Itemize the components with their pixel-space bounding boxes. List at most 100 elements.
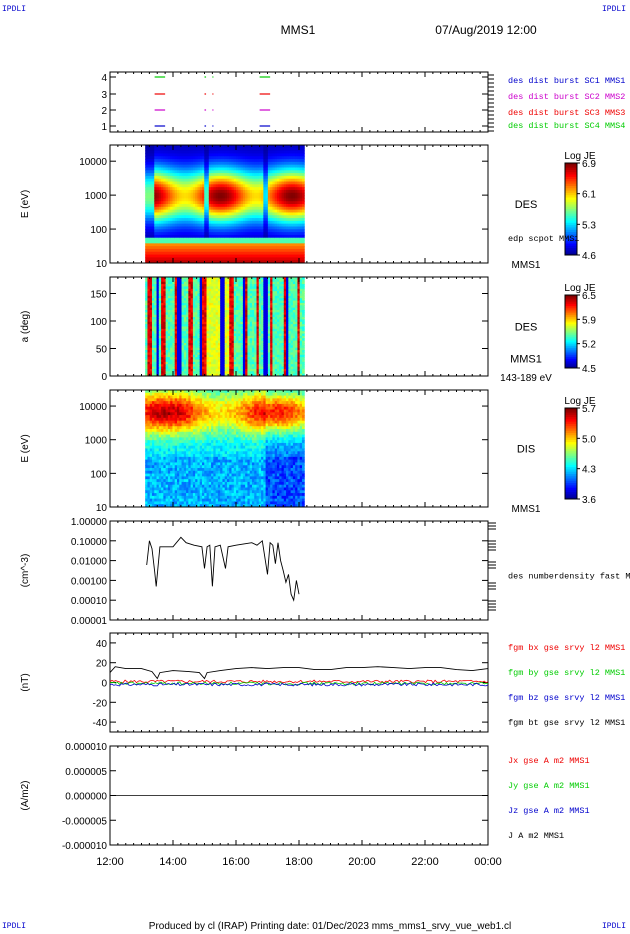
y-tick-label: 10 [96,503,108,514]
y-tick-label: 50 [96,345,108,356]
colorbar-cell [565,462,577,466]
colorbar-cell [565,408,577,411]
colorbar-cell [565,478,577,482]
colorbar-cell [565,446,577,450]
y-tick-label: 1.00000 [71,517,108,528]
colorbar-title: Log JE [564,151,595,162]
colorbar-cell [565,444,577,448]
x-tick-label: 14:00 [159,856,187,868]
spectrogram-1 [145,145,305,264]
corner-label-tl: IPDLI [2,5,27,14]
colorbar-cell [565,496,577,500]
colorbar-cell [565,220,577,224]
colorbar-cell [565,245,577,249]
y-tick-label: -40 [93,718,108,729]
mission-title: MMS1 [281,23,316,37]
colorbar-cell [565,476,577,480]
colorbar-cell [565,238,577,242]
spectrogram-3 [145,390,305,508]
legend-entry: Jy gse A m2 MMS1 [508,781,590,791]
corner-label-bl: IPDLI [2,922,27,931]
colorbar-cell [565,252,577,256]
field-component-line [109,682,489,687]
panel-extra-label: edp scpot MMS1 [508,234,579,244]
field-component-line [109,681,489,686]
colorbar-cell [565,202,577,205]
colorbar-cell [565,335,577,338]
colorbar-cell [565,480,577,484]
y-axis-label: (nT) [20,673,31,691]
colorbar-cell [565,163,577,166]
colorbar-cell [565,186,577,189]
field-magnitude-line [109,666,489,680]
legend-entry: Jx gse A m2 MMS1 [508,756,590,766]
y-tick-label: 100 [90,469,107,480]
colorbar-cell [565,329,577,332]
y-tick-label: -0.000005 [62,816,107,827]
colorbar-cell [565,414,577,418]
colorbar-title: Log JE [564,396,595,407]
colorbar-cell [565,344,577,347]
colorbar-cell [565,364,577,367]
colorbar-cell [565,229,577,233]
y-tick-label: 1000 [85,191,108,202]
colorbar-cell [565,305,577,309]
colorbar-cell [565,215,577,219]
panel-frame-0 [109,71,489,133]
y-tick-label: 100 [90,225,107,236]
plot-datetime: 07/Aug/2019 12:00 [435,23,537,37]
colorbar-cell [565,358,577,362]
colorbar-tick-label: 5.9 [582,315,596,326]
colorbar-cell [565,192,577,196]
y-tick-label: 10000 [79,157,107,168]
y-tick-label: 40 [96,639,108,650]
panel-frame-4 [109,520,489,621]
legend-entry: des dist burst SC1 MMS1 [508,76,625,86]
colorbar-cell [565,250,577,254]
colorbar-tick-label: 3.6 [582,495,596,506]
colorbar-cell [565,417,577,420]
colorbar-cell [565,421,577,425]
panel-bottom-label: 143-189 eV [500,373,552,384]
y-tick-label: 1 [101,122,107,133]
y-tick-label: 0.00100 [71,576,108,587]
colorbar-cell [565,340,577,343]
colorbar-cell [565,222,577,226]
colorbar-cell [565,298,577,301]
corner-label-br: IPDLI [601,922,626,931]
legend-entry: des dist burst SC2 MMS2 [508,92,625,102]
colorbar-cell [565,428,577,432]
colorbar-cell [565,322,577,325]
colorbar-cell [565,243,577,247]
footer-text: Produced by cl (IRAP) Printing date: 01/… [149,921,511,932]
colorbar-cell [565,304,577,307]
y-tick-label: 0 [101,372,107,383]
colorbar-cell [565,342,577,345]
colorbar-cell [565,225,577,228]
colorbar-cell [565,227,577,231]
colorbar-frame [564,294,578,369]
panel-extra-label: MMS1 [510,354,542,366]
colorbar-cell [565,197,577,201]
x-tick-label: 20:00 [348,856,376,868]
colorbar-cell [565,360,577,364]
x-tick-label: 16:00 [222,856,250,868]
x-tick-label: 12:00 [96,856,124,868]
y-tick-label: 0.00010 [71,596,108,607]
colorbar-cell [565,167,577,171]
colorbar-cell [565,165,577,169]
colorbar-cell [565,316,577,320]
colorbar-title: Log JE [564,283,595,294]
colorbar-cell [565,442,577,445]
colorbar-cell [565,183,577,187]
colorbar-frame [564,162,578,256]
colorbar-cell [565,311,577,314]
colorbar-cell [565,236,577,240]
colorbar-cell [565,410,577,414]
colorbar-cell [565,190,577,194]
y-tick-label: 0.000000 [65,792,107,803]
colorbar-cell [565,307,577,311]
colorbar-cell [565,366,577,369]
colorbar-cell [565,494,577,498]
y-axis-label: a (deg) [20,311,31,343]
